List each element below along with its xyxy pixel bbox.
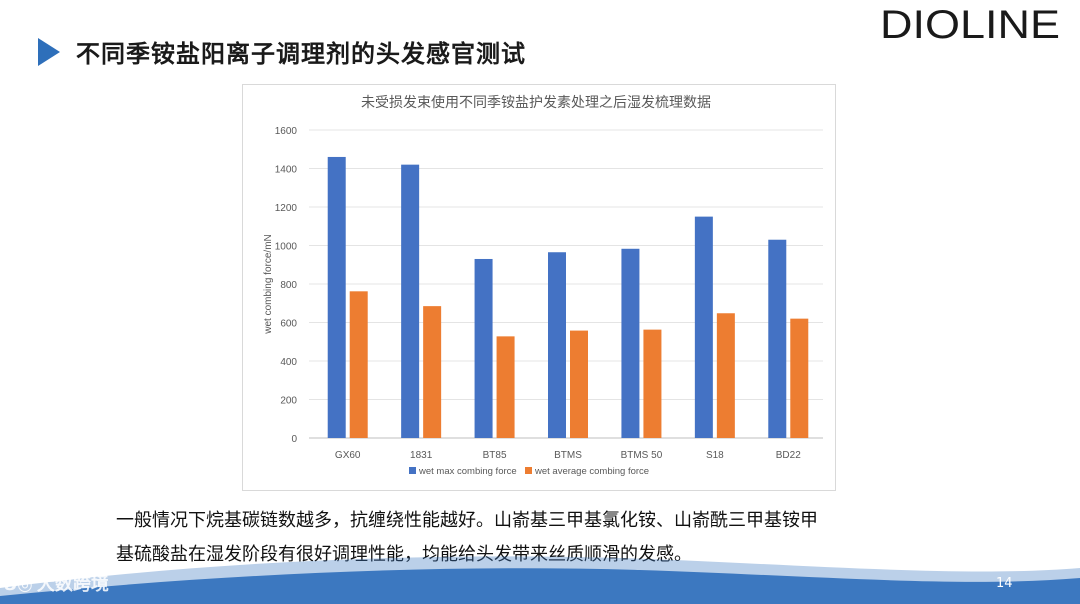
y-tick-label: 1000 xyxy=(275,242,298,253)
bar-max-btms-50 xyxy=(621,248,640,438)
bar-avg-1831 xyxy=(423,306,442,438)
x-tick-label: BTMS xyxy=(554,450,582,461)
legend-label: wet average combing force xyxy=(534,466,649,477)
body-line-2: 基硫酸盐在湿发阶段有很好调理性能，均能给头发带来丝质顺滑的发感。 xyxy=(116,544,692,565)
y-tick-label: 400 xyxy=(280,357,297,368)
bar-avg-gx60 xyxy=(349,291,368,438)
bar-chart: 未受损发束使用不同季铵盐护发素处理之后湿发梳理数据 0 200 400 600 800 10… xyxy=(263,94,823,477)
x-tick-label: GX60 xyxy=(335,450,361,461)
y-axis-label: wet combing force/mN xyxy=(263,234,274,334)
y-tick-label: 800 xyxy=(280,280,297,291)
y-tick-label: 600 xyxy=(280,319,297,330)
title-arrow-icon xyxy=(38,38,60,66)
bar-max-btms xyxy=(548,252,566,438)
x-tick-label: BTMS 50 xyxy=(621,450,663,461)
x-tick-label: BD22 xyxy=(776,450,801,461)
body-line-1: 一般情况下烷基碳链数越多，抗缠绕性能越好。山嵛基三甲基氯化铵、山嵛酰三甲基铵甲 xyxy=(116,510,818,531)
x-tick-label: S18 xyxy=(706,450,724,461)
dioline-logo: DIOLINE xyxy=(880,3,1060,42)
bar-avg-s18 xyxy=(716,313,735,438)
footer-wave xyxy=(0,556,1080,604)
y-tick-label: 1400 xyxy=(275,165,298,176)
y-tick-label: 1600 xyxy=(275,126,298,137)
x-tick-label: 1831 xyxy=(410,450,433,461)
page-number: 14 xyxy=(996,576,1013,591)
watermark-text: 大数跨境 xyxy=(36,574,109,595)
chart-container: 未受损发束使用不同季铵盐护发素处理之后湿发梳理数据 0 200 400 600 800 10… xyxy=(242,84,836,491)
bar-avg-bt85 xyxy=(496,336,515,438)
bar-max-1831 xyxy=(401,164,420,438)
watermark: ʚ◎ 大数跨境 xyxy=(4,570,109,596)
watermark-icon: ʚ◎ xyxy=(4,574,33,595)
x-tick-label: BT85 xyxy=(483,450,507,461)
page-title: 不同季铵盐阳离子调理剂的头发感官测试 xyxy=(76,40,526,68)
logo-text: DIOLINE xyxy=(880,3,1060,42)
legend-swatch xyxy=(409,467,416,474)
bar-avg-btms xyxy=(570,330,588,438)
bar-max-bd22 xyxy=(768,239,787,438)
bar-max-s18 xyxy=(694,216,713,438)
y-tick-label: 200 xyxy=(280,396,297,407)
bar-max-bt85 xyxy=(474,258,493,438)
legend-swatch xyxy=(525,467,532,474)
bar-avg-btms-50 xyxy=(643,329,662,438)
chart-title: 未受损发束使用不同季铵盐护发素处理之后湿发梳理数据 xyxy=(361,94,711,110)
legend-label: wet max combing force xyxy=(418,466,517,477)
bar-max-gx60 xyxy=(327,156,346,438)
y-tick-label: 1200 xyxy=(275,203,298,214)
y-tick-label: 0 xyxy=(291,434,297,445)
body-text: 一般情况下烷基碳链数越多，抗缠绕性能越好。山嵛基三甲基氯化铵、山嵛酰三甲基铵甲 … xyxy=(116,504,936,572)
bar-avg-bd22 xyxy=(790,318,809,438)
